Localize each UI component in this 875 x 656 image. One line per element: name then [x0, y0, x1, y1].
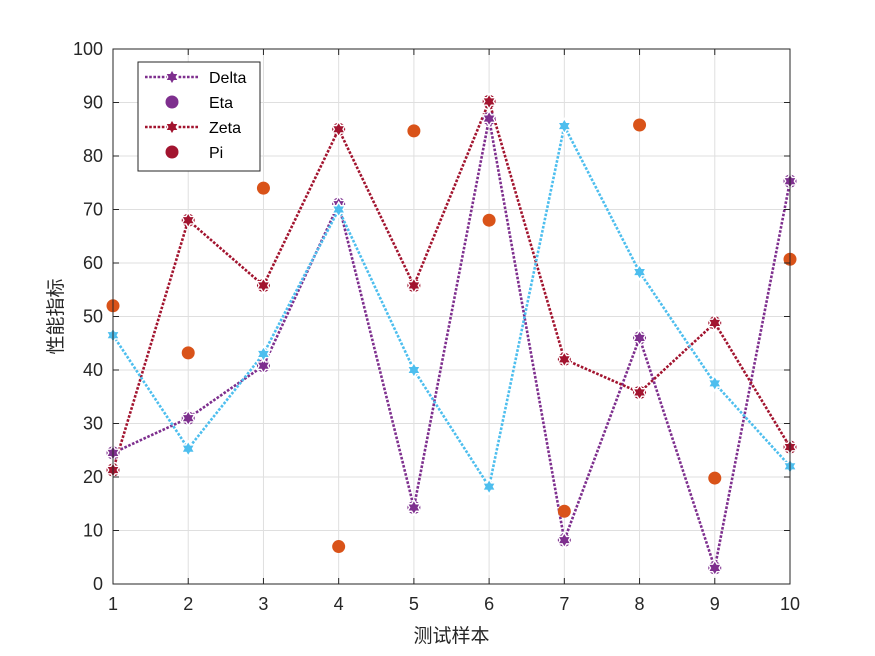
y-tick-label: 60	[83, 253, 103, 273]
data-point-zeta	[707, 314, 723, 332]
data-point-delta	[406, 498, 422, 517]
y-tick-label: 50	[83, 307, 103, 327]
data-point-delta	[707, 559, 723, 577]
data-point-unnamed-4	[330, 200, 347, 219]
data-point-zeta	[631, 383, 648, 402]
data-point-unnamed-5	[708, 471, 722, 485]
data-point-unnamed-5	[482, 213, 496, 227]
y-tick-label: 10	[83, 521, 103, 541]
data-point-unnamed-4	[180, 439, 196, 458]
legend: Delta Eta Zeta Pi	[137, 61, 261, 172]
y-tick-label: 80	[83, 146, 103, 166]
x-tick-label: 1	[108, 594, 118, 614]
legend-marker-eta	[165, 95, 179, 109]
x-tick-label: 10	[780, 594, 800, 614]
series-line-unnamed-4	[111, 124, 791, 488]
x-tick-label: 8	[635, 594, 645, 614]
y-tick-label: 40	[83, 360, 103, 380]
data-point-unnamed-4	[556, 117, 573, 135]
series-layer	[105, 92, 798, 577]
y-tick-label: 20	[83, 467, 103, 487]
legend-marker-delta	[164, 68, 180, 86]
data-point-unnamed-5	[407, 124, 421, 138]
x-tick-label: 7	[559, 594, 569, 614]
y-tick-label: 0	[93, 574, 103, 594]
data-point-delta	[481, 109, 497, 128]
legend-marker-zeta	[164, 118, 180, 136]
y-tick-label: 30	[83, 414, 103, 434]
legend-label-zeta: Zeta	[209, 120, 241, 137]
x-axis-label: 测试样本	[413, 625, 489, 647]
y-tick-label: 100	[73, 39, 103, 59]
data-point-unnamed-5	[332, 540, 346, 554]
x-tick-label: 9	[710, 594, 720, 614]
x-tick-label: 6	[484, 594, 494, 614]
data-point-unnamed-5	[181, 346, 195, 360]
x-tick-label: 2	[183, 594, 193, 614]
data-point-unnamed-5	[557, 504, 571, 518]
data-point-delta	[631, 328, 648, 347]
data-point-unnamed-4	[631, 263, 648, 282]
legend-box	[137, 61, 261, 172]
x-tick-label: 4	[334, 594, 344, 614]
x-tick-label: 5	[409, 594, 419, 614]
data-point-unnamed-4	[406, 361, 422, 379]
legend-label-pi: Pi	[209, 145, 223, 162]
data-point-unnamed-4	[481, 477, 497, 496]
y-axis-label: 性能指标	[45, 278, 67, 354]
data-point-unnamed-4	[255, 345, 272, 363]
data-point-unnamed-5	[256, 181, 270, 195]
data-point-delta	[556, 531, 573, 550]
legend-label-eta: Eta	[209, 95, 233, 112]
data-point-zeta	[255, 276, 272, 295]
data-point-unnamed-5	[633, 118, 647, 132]
y-tick-label: 90	[83, 93, 103, 113]
legend-marker-pi	[165, 145, 179, 159]
data-point-zeta	[481, 92, 497, 111]
data-point-zeta	[180, 211, 196, 230]
series-line-zeta	[111, 100, 792, 471]
data-point-zeta	[406, 276, 422, 295]
data-point-delta	[180, 409, 196, 428]
data-point-delta	[255, 356, 272, 375]
legend-label-delta: Delta	[209, 70, 246, 87]
data-point-zeta	[330, 120, 347, 139]
series-line-delta	[112, 117, 792, 570]
data-point-zeta	[556, 350, 573, 369]
x-tick-label: 3	[258, 594, 268, 614]
y-tick-label: 70	[83, 200, 103, 220]
data-point-unnamed-4	[707, 374, 723, 393]
